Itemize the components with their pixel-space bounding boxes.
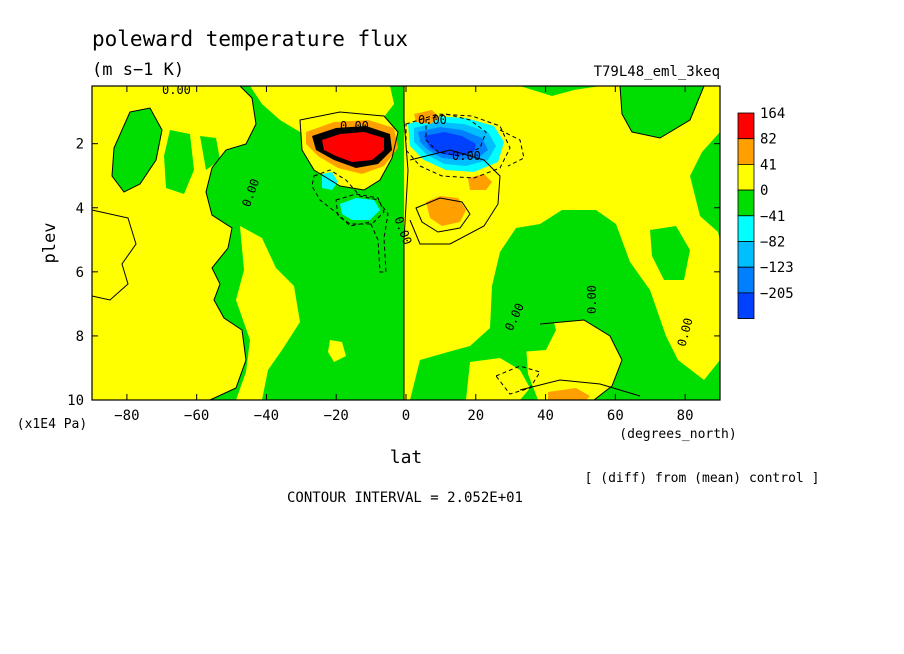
x-units: (degrees_north)	[619, 427, 736, 442]
y-tick-label: 8	[76, 329, 84, 345]
y-tick-label: 4	[76, 201, 84, 217]
positive-yellow-regions	[92, 86, 720, 400]
y-tick-label: 6	[76, 265, 84, 281]
colorbar-label: −205	[760, 286, 794, 302]
contour-lines	[92, 86, 705, 400]
chart-title: poleward temperature flux	[92, 27, 408, 51]
contour-interval-note: CONTOUR INTERVAL = 2.052E+01	[287, 490, 523, 506]
colorbar-swatch	[737, 189, 755, 217]
x-tick-label: −80	[114, 408, 139, 424]
negative-green-islands	[112, 108, 690, 352]
colorbar-label: −82	[760, 235, 785, 251]
colorbar-swatch	[737, 112, 755, 140]
y-tick-label: 2	[76, 137, 84, 153]
colorbar: 164 82 41 0 −41 −82 −123 −205	[737, 106, 794, 319]
colorbar-label: 82	[760, 132, 777, 148]
x-axis: −80 −60 −40 −20 0 20 40 60 80	[114, 86, 694, 424]
run-label: T79L48_eml_3keq	[594, 64, 720, 80]
y-tick-label: 10	[67, 393, 84, 409]
colorbar-label: 41	[760, 157, 777, 173]
x-tick-label: −60	[184, 408, 209, 424]
colorbar-label: 0	[760, 183, 768, 199]
y-axis-label: plev	[40, 223, 60, 264]
colorbar-swatch	[737, 292, 755, 319]
x-tick-label: 60	[607, 408, 624, 424]
x-tick-label: 0	[402, 408, 410, 424]
contour-label: 0.00	[418, 113, 447, 127]
plot-area: 0.00 0.00 0.00 0.00 0.00 0.00 0.00 0.00 …	[92, 83, 720, 400]
contour-label: 0.00	[585, 285, 599, 314]
contour-label: 0.00	[162, 83, 191, 97]
x-tick-label: 20	[467, 408, 484, 424]
x-tick-label: −20	[324, 408, 349, 424]
comparison-note: [ (diff) from (mean) control ]	[585, 471, 820, 486]
colorbar-swatch	[737, 138, 755, 165]
x-tick-label: 80	[677, 408, 694, 424]
negative-contours	[311, 113, 541, 395]
y-units: (x1E4 Pa)	[17, 417, 87, 432]
colorbar-label: −123	[760, 260, 794, 276]
colorbar-swatch	[737, 266, 755, 294]
colorbar-label: −41	[760, 209, 785, 225]
chart-subtitle: (m s−1 K)	[92, 60, 184, 80]
x-tick-label: 40	[537, 408, 554, 424]
x-axis-label: lat	[390, 447, 423, 468]
colorbar-label: 164	[760, 106, 785, 122]
colorbar-swatch	[737, 163, 755, 191]
contour-label: 0.00	[452, 149, 481, 163]
colorbar-swatch	[737, 215, 755, 242]
x-tick-label: −40	[254, 408, 279, 424]
contour-label: 0.00	[340, 119, 369, 133]
y-axis: 2 4 6 8 10	[67, 137, 720, 409]
colorbar-swatch	[737, 241, 755, 268]
mid-latitude-extrema	[306, 110, 590, 400]
